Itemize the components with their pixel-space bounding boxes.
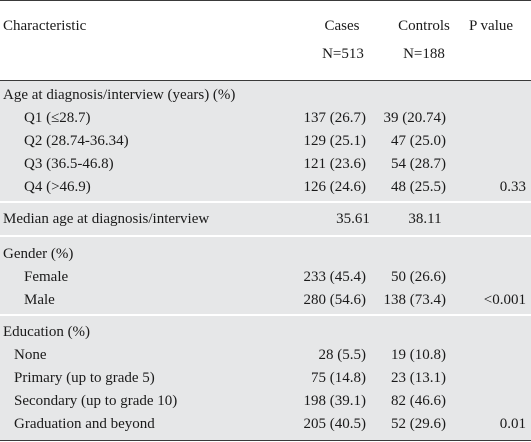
controls-value: 52 (29.6) [391, 416, 446, 432]
row-label: Q2 (28.74-36.34) [24, 133, 129, 149]
cases-value: 205 (40.5) [303, 416, 367, 432]
row-label: Primary (up to grade 5) [14, 370, 155, 386]
header-p-value: P value [469, 18, 514, 34]
header-cases-n: N=513 [322, 46, 364, 62]
row-label: Q3 (36.5-46.8) [24, 156, 114, 172]
header-controls: Controls [398, 18, 450, 34]
table-row: Q4 (>46.9) 126 (24.6) 48 (25.5) 0.33 [0, 175, 531, 199]
controls-value: 19 (10.8) [391, 347, 446, 363]
education-title-row: Education (%) [0, 320, 531, 344]
cases-value: 233 (45.4) [303, 269, 367, 285]
controls-value: 50 (26.6) [391, 269, 446, 285]
cases-value: 126 (24.6) [303, 179, 367, 195]
age-title-row: Age at diagnosis/interview (years) (%) [0, 83, 531, 107]
top-rule [0, 0, 531, 1]
row-label: Q1 (≤28.7) [24, 110, 91, 126]
bottom-rule [0, 440, 531, 441]
gender-section-title: Gender (%) [3, 246, 74, 262]
controls-value: 82 (46.6) [391, 393, 446, 409]
row-label: Female [24, 269, 69, 285]
table-row: Graduation and beyond 205 (40.5) 52 (29.… [0, 412, 531, 436]
p-value: <0.001 [483, 292, 526, 308]
gender-title-row: Gender (%) [0, 242, 531, 266]
table-row: None 28 (5.5) 19 (10.8) [0, 343, 531, 367]
gender-section [0, 237, 531, 314]
table-row: Primary (up to grade 5) 75 (14.8) 23 (13… [0, 366, 531, 390]
controls-value: 47 (25.0) [391, 133, 446, 149]
table-row: Q2 (28.74-36.34) 129 (25.1) 47 (25.0) [0, 129, 531, 153]
median-label: Median age at diagnosis/interview [3, 211, 210, 227]
header-cases: Cases [324, 18, 360, 34]
table-row: Male 280 (54.6) 138 (73.4) <0.001 [0, 288, 531, 312]
header-row: Characteristic Cases Controls P value [0, 14, 531, 38]
education-section-title: Education (%) [3, 324, 91, 340]
row-label: Q4 (>46.9) [24, 179, 91, 195]
header-n-row: N=513 N=188 [0, 42, 531, 66]
p-value: 0.01 [499, 416, 526, 432]
cases-value: 129 (25.1) [303, 133, 367, 149]
median-row: Median age at diagnosis/interview 35.61 … [0, 207, 531, 231]
controls-value: 48 (25.5) [391, 179, 446, 195]
controls-value: 39 (20.74) [383, 110, 447, 126]
controls-value: 23 (13.1) [391, 370, 446, 386]
median-section [0, 203, 531, 235]
median-cases: 35.61 [336, 211, 370, 227]
age-section [0, 81, 531, 201]
cases-value: 280 (54.6) [303, 292, 367, 308]
education-section [0, 316, 531, 440]
row-label: None [14, 347, 47, 363]
controls-value: 138 (73.4) [383, 292, 447, 308]
cases-value: 121 (23.6) [303, 156, 367, 172]
table-row: Secondary (up to grade 10) 198 (39.1) 82… [0, 389, 531, 413]
controls-value: 54 (28.7) [391, 156, 446, 172]
age-section-title: Age at diagnosis/interview (years) (%) [3, 87, 236, 103]
header-rule [0, 80, 531, 81]
cases-value: 28 (5.5) [318, 347, 367, 363]
header-characteristic: Characteristic [3, 18, 87, 34]
row-label: Male [24, 292, 55, 308]
table-row: Q3 (36.5-46.8) 121 (23.6) 54 (28.7) [0, 152, 531, 176]
row-label: Secondary (up to grade 10) [14, 393, 178, 409]
header-controls-n: N=188 [403, 46, 445, 62]
table-row: Q1 (≤28.7) 137 (26.7) 39 (20.74) [0, 106, 531, 130]
cases-value: 198 (39.1) [303, 393, 367, 409]
row-label: Graduation and beyond [14, 416, 155, 432]
median-controls: 38.11 [408, 211, 442, 227]
table-row: Female 233 (45.4) 50 (26.6) [0, 265, 531, 289]
cases-value: 137 (26.7) [303, 110, 367, 126]
p-value: 0.33 [499, 179, 526, 195]
cases-value: 75 (14.8) [311, 370, 366, 386]
